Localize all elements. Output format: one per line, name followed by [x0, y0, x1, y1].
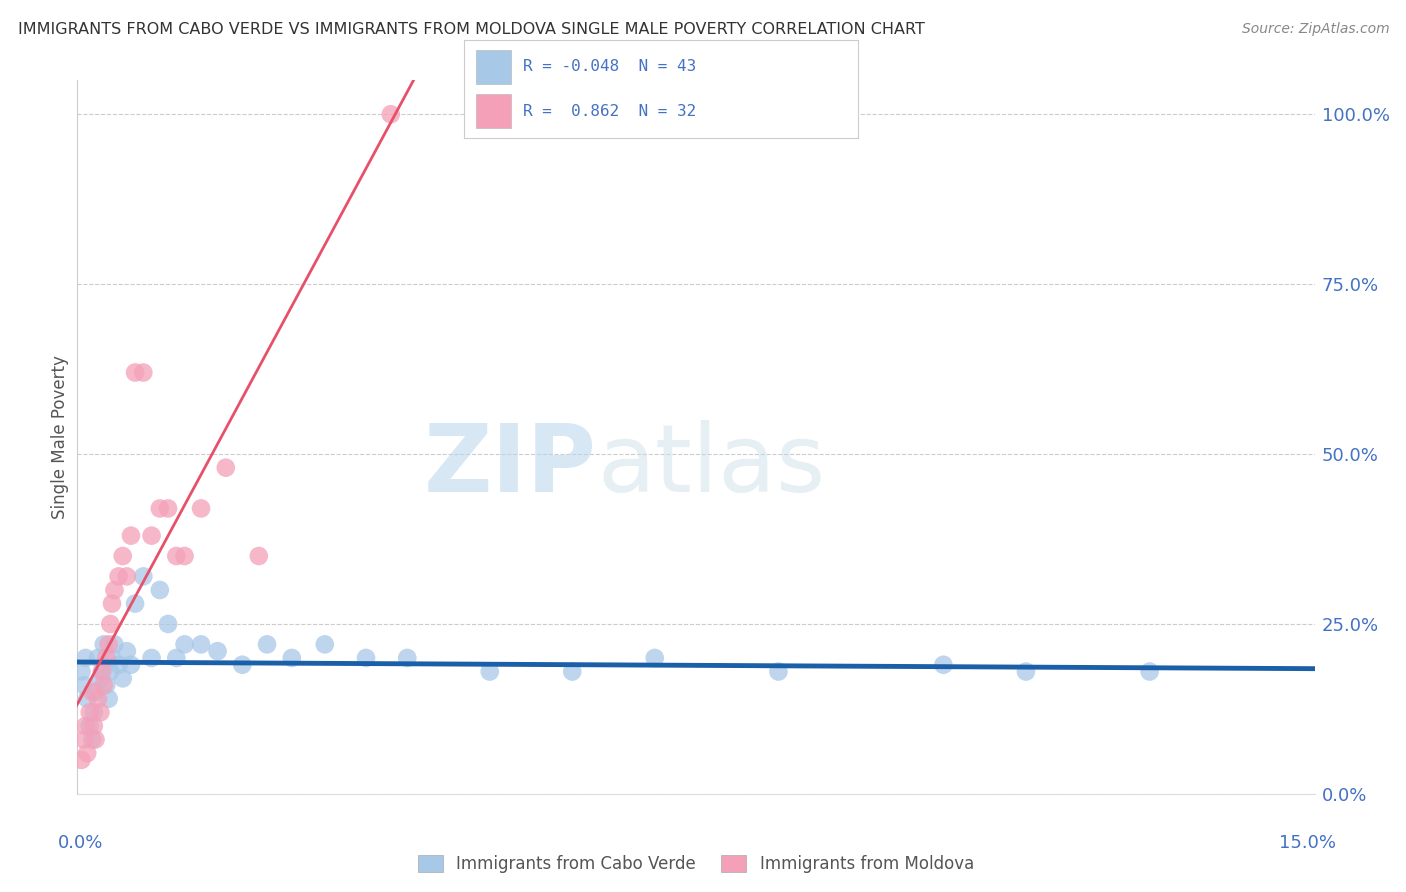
Point [173, 637, 195, 651]
Point [111, 671, 134, 685]
Point [79, 719, 101, 733]
Text: R = -0.048  N = 43: R = -0.048 N = 43 [523, 59, 696, 74]
Point [84, 685, 107, 699]
Point [70, 753, 93, 767]
Point [76, 746, 98, 760]
Point [98, 665, 121, 679]
Point [93, 678, 115, 692]
Point [124, 597, 146, 611]
Point [107, 657, 129, 672]
Text: atlas: atlas [598, 419, 825, 512]
Point [97, 691, 120, 706]
Text: ZIP: ZIP [425, 419, 598, 512]
Point [215, 460, 238, 475]
Point [190, 637, 212, 651]
Point [75, 719, 97, 733]
Point [165, 651, 187, 665]
Point [173, 549, 195, 563]
Bar [475, 50, 512, 85]
Point [478, 665, 501, 679]
Point [141, 528, 163, 542]
Point [89, 706, 111, 720]
Text: IMMIGRANTS FROM CABO VERDE VS IMMIGRANTS FROM MOLDOVA SINGLE MALE POVERTY CORREL: IMMIGRANTS FROM CABO VERDE VS IMMIGRANTS… [18, 22, 925, 37]
Point [932, 657, 955, 672]
Point [561, 665, 583, 679]
Point [93, 637, 115, 651]
Point [149, 501, 172, 516]
Point [75, 651, 97, 665]
Point [73, 732, 96, 747]
Point [396, 651, 419, 665]
Point [91, 665, 114, 679]
Point [768, 665, 790, 679]
Point [82, 732, 104, 747]
Point [96, 678, 118, 692]
Point [149, 582, 172, 597]
Point [103, 637, 125, 651]
Point [101, 651, 124, 665]
Point [314, 637, 336, 651]
Point [87, 651, 110, 665]
Point [76, 691, 98, 706]
Point [132, 366, 155, 380]
Point [79, 706, 101, 720]
Point [83, 719, 105, 733]
Point [165, 549, 187, 563]
Text: Source: ZipAtlas.com: Source: ZipAtlas.com [1241, 22, 1389, 37]
Point [96, 651, 118, 665]
Point [89, 671, 111, 685]
Point [120, 657, 142, 672]
Point [231, 657, 253, 672]
Point [1015, 665, 1038, 679]
Point [111, 549, 134, 563]
Point [281, 651, 304, 665]
Point [83, 706, 105, 720]
Point [98, 617, 121, 632]
Point [97, 637, 120, 651]
Point [101, 597, 124, 611]
Point [190, 501, 212, 516]
Point [247, 549, 270, 563]
Point [157, 501, 180, 516]
Point [87, 691, 110, 706]
Point [644, 651, 666, 665]
Point [103, 582, 125, 597]
Point [73, 678, 96, 692]
Point [82, 685, 104, 699]
Point [120, 528, 142, 542]
Point [256, 637, 278, 651]
Point [132, 569, 155, 583]
Point [115, 569, 138, 583]
Point [1139, 665, 1161, 679]
Point [157, 617, 180, 632]
Legend: Immigrants from Cabo Verde, Immigrants from Moldova: Immigrants from Cabo Verde, Immigrants f… [413, 850, 979, 879]
Point [115, 644, 138, 658]
Point [84, 732, 107, 747]
Point [70, 665, 93, 679]
Point [107, 569, 129, 583]
Y-axis label: Single Male Poverty: Single Male Poverty [51, 355, 69, 519]
Point [124, 366, 146, 380]
Point [354, 651, 377, 665]
Point [91, 665, 114, 679]
Point [141, 651, 163, 665]
Bar [475, 95, 512, 128]
Text: 0.0%: 0.0% [58, 834, 103, 852]
Text: 15.0%: 15.0% [1279, 834, 1336, 852]
Point [380, 107, 402, 121]
Point [207, 644, 229, 658]
Text: R =  0.862  N = 32: R = 0.862 N = 32 [523, 104, 696, 120]
